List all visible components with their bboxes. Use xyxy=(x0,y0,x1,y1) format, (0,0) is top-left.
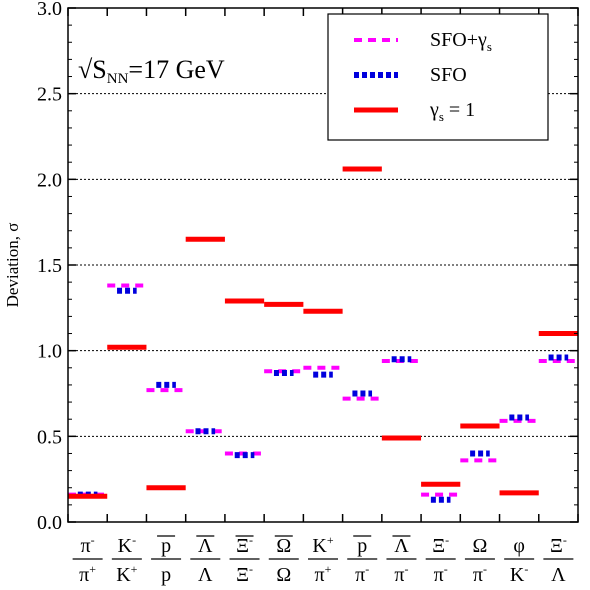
x-label-numerator: K- xyxy=(118,533,136,557)
y-tick-label: 0.5 xyxy=(37,426,62,448)
x-label-numerator: Ξ- xyxy=(432,533,449,557)
y-tick-label: 2.0 xyxy=(37,169,62,191)
x-label-denominator: π+ xyxy=(315,562,332,586)
x-label-10: Ωπ- xyxy=(464,535,495,586)
x-label-0: π-π+ xyxy=(72,533,103,586)
x-label-denominator: Λ xyxy=(551,564,566,586)
x-label-6: K+ π+ xyxy=(308,533,338,586)
x-label-numerator: p xyxy=(357,535,367,557)
x-label-denominator: π- xyxy=(355,562,369,586)
x-label-3: ΛΛ xyxy=(190,535,221,586)
x-label-numerator: K+ xyxy=(312,533,333,557)
y-tick-label: 2.5 xyxy=(37,84,62,106)
x-label-denominator: K+ xyxy=(116,562,137,586)
x-label-4: Ξ- Ξ- xyxy=(229,533,260,586)
x-label-denominator: π+ xyxy=(79,562,96,586)
x-label-numerator: Ξ- xyxy=(550,533,567,557)
x-label-9: Ξ-π- xyxy=(425,533,456,586)
x-label-12: Ξ- Λ xyxy=(543,533,574,586)
x-label-numerator: Ω xyxy=(472,535,487,557)
annotation-sub: NN xyxy=(107,71,129,87)
legend-label-2: γs = 1 xyxy=(429,99,475,124)
x-label-7: p π- xyxy=(347,535,378,586)
x-tick-labels: π-π+K-K+ppΛΛΞ-Ξ-ΩΩK+π+pπ-Λπ-Ξ-π-Ωπ-φK-Ξ-… xyxy=(72,533,574,586)
y-tick-label: 1.5 xyxy=(37,255,62,277)
x-label-numerator: Λ xyxy=(394,535,409,557)
x-label-denominator: p xyxy=(161,564,171,586)
y-tick-label: 0.0 xyxy=(37,512,62,534)
data-series xyxy=(68,166,578,503)
x-label-2: pp xyxy=(151,535,182,586)
x-label-denominator: K- xyxy=(510,562,528,586)
x-label-denominator: π- xyxy=(434,562,448,586)
x-label-denominator: Ξ- xyxy=(236,562,253,586)
legend: SFO+γs SFO γs = 1 xyxy=(327,13,549,141)
legend-label-1: SFO xyxy=(430,64,467,86)
x-label-11: φ K- xyxy=(504,535,535,586)
x-label-5: ΩΩ xyxy=(268,535,299,586)
legend-label-0: SFO+γs xyxy=(430,29,492,54)
x-label-8: Λπ- xyxy=(386,535,417,586)
energy-annotation: √SNN=17 GeV xyxy=(78,55,225,87)
x-label-numerator: π- xyxy=(81,533,95,557)
x-label-denominator: π- xyxy=(473,562,487,586)
x-label-numerator: φ xyxy=(513,535,525,557)
x-label-numerator: Λ xyxy=(198,535,213,557)
x-label-numerator: Ξ- xyxy=(236,533,253,557)
x-label-denominator: π- xyxy=(394,562,408,586)
y-tick-labels: 0.0 0.5 1.0 1.5 2.0 2.5 3.0 xyxy=(37,0,62,534)
x-label-1: K- K+ xyxy=(111,533,142,586)
y-tick-label: 1.0 xyxy=(37,341,62,363)
x-label-denominator: Λ xyxy=(198,564,213,586)
x-label-numerator: p xyxy=(161,535,171,557)
y-axis-label: Deviation, σ xyxy=(3,223,22,308)
annotation-main: √S xyxy=(78,55,107,84)
grid-lines xyxy=(68,93,578,437)
x-label-denominator: Ω xyxy=(276,564,291,586)
y-tick-label: 3.0 xyxy=(37,0,62,20)
x-label-numerator: Ω xyxy=(276,535,291,557)
annotation-rest: =17 GeV xyxy=(128,55,224,84)
